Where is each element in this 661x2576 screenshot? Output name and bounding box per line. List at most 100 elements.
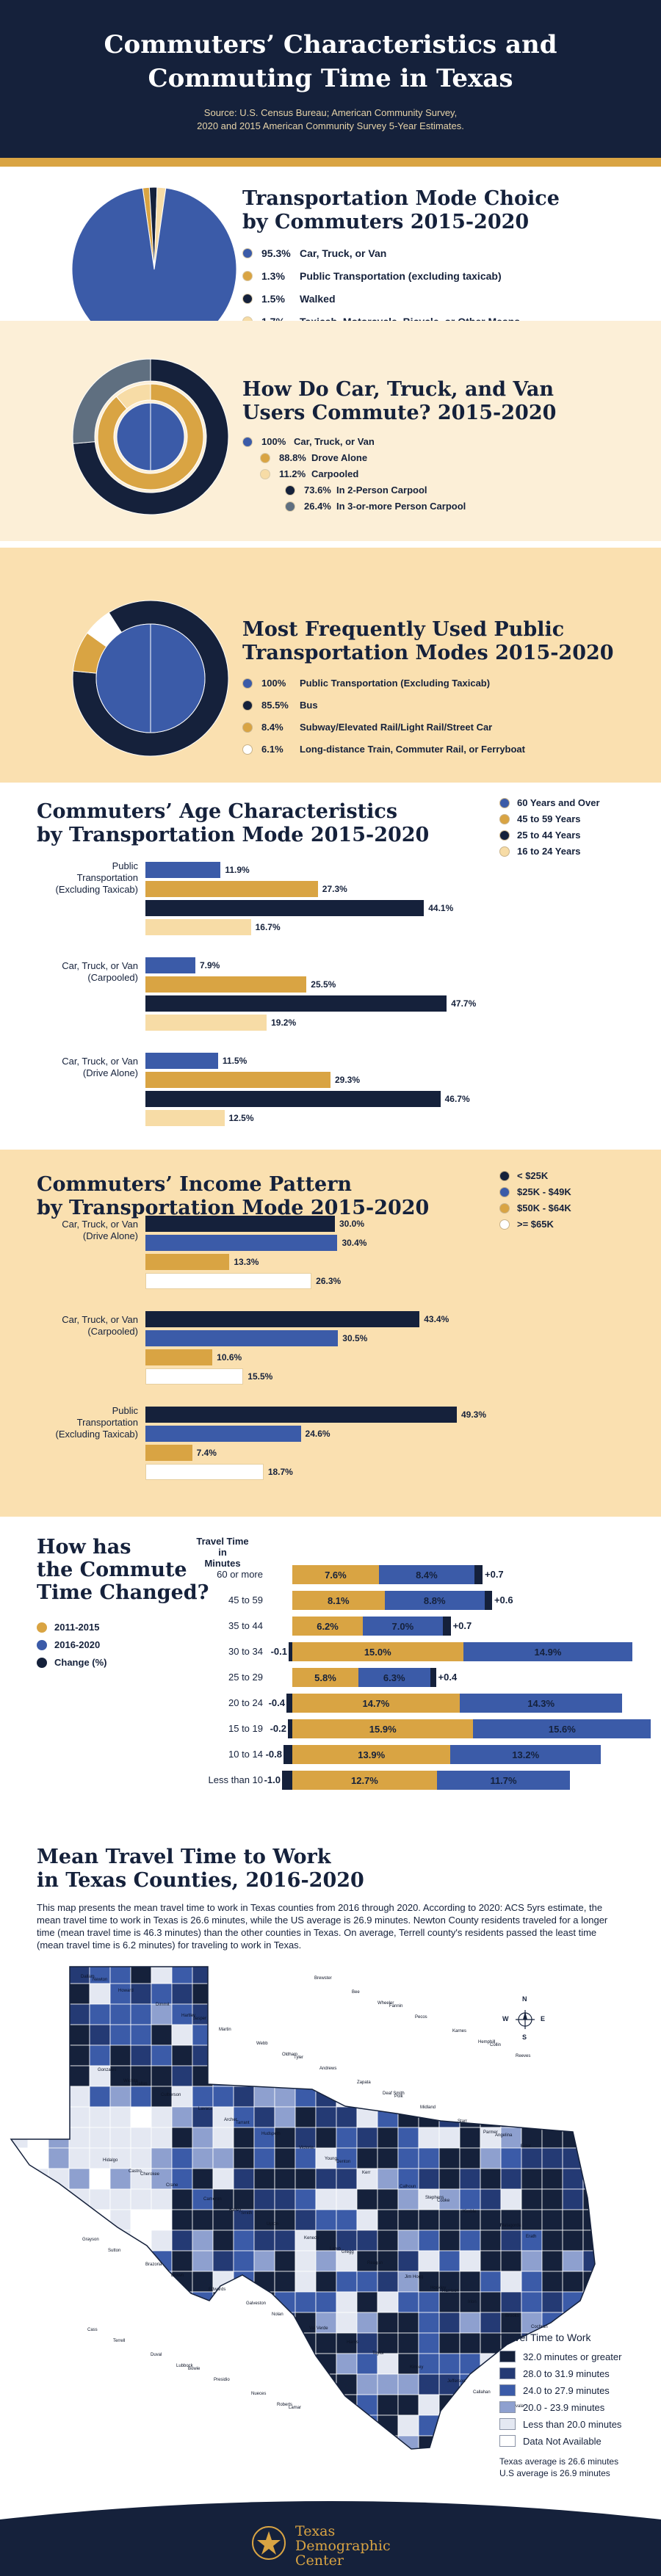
county-cell <box>315 2312 337 2334</box>
county-cell <box>253 1983 275 2005</box>
county-cell <box>212 2435 234 2449</box>
legend-swatch <box>499 2435 516 2447</box>
county-cell <box>480 2332 502 2354</box>
county-cell <box>48 2312 70 2334</box>
county-cell <box>27 2250 49 2272</box>
county-cell <box>377 2229 399 2252</box>
county-cell <box>315 2291 337 2313</box>
county-cell <box>377 2332 399 2354</box>
county-label: Nolan <box>272 2312 283 2317</box>
county-cell <box>418 2086 440 2108</box>
county-label: Matagorda <box>500 2224 521 2228</box>
county-cell <box>151 2291 173 2313</box>
county-cell <box>480 2065 502 2087</box>
county-cell <box>459 2147 481 2169</box>
county-cell <box>521 2291 543 2313</box>
county-cell <box>500 2127 522 2149</box>
county-label: Young <box>325 2157 337 2161</box>
change-bar <box>430 1668 436 1687</box>
legend-dot <box>285 501 295 512</box>
legend-item: < $25K <box>499 1170 548 1181</box>
county-cell <box>315 2024 337 2046</box>
income-title-line2: by Transportation Mode 2015-2020 <box>37 1197 430 1219</box>
county-cell <box>233 1967 255 1984</box>
compass-w: W <box>502 2015 509 2022</box>
travel-time-label: 15 to 19 <box>228 1723 263 1734</box>
county-cell <box>11 2127 29 2149</box>
county-label: Erath <box>526 2235 536 2239</box>
county-cell <box>109 2045 131 2067</box>
county-cell <box>418 2003 440 2025</box>
county-cell <box>11 2168 29 2190</box>
county-cell <box>521 2312 543 2334</box>
compass-n: N <box>522 1995 527 2003</box>
commute-change-title-line2: the Commute <box>37 1559 187 1581</box>
county-label: Nueces <box>251 2392 266 2396</box>
county-cell <box>212 2045 234 2067</box>
org-line1: Texas <box>295 2523 336 2539</box>
legend-label: 45 to 59 Years <box>517 813 581 824</box>
county-cell <box>377 2147 399 2169</box>
county-cell <box>356 2086 378 2108</box>
county-cell <box>109 2106 131 2128</box>
county-cell <box>171 2188 193 2210</box>
county-label: Brown <box>171 2274 184 2278</box>
county-cell <box>521 2065 543 2087</box>
county-cell <box>295 2229 317 2252</box>
bar <box>145 900 425 916</box>
county-cell <box>500 2106 522 2128</box>
county-cell <box>274 2291 296 2313</box>
bar-value-label: 44.1% <box>428 903 454 913</box>
legend-dot <box>499 1170 510 1181</box>
county-cell <box>336 2209 358 2231</box>
category-label-line: (Carpooled) <box>87 972 138 983</box>
county-cell <box>336 2271 358 2293</box>
county-cell <box>171 2106 193 2128</box>
legend-label: 2016-2020 <box>54 1639 101 1650</box>
county-cell <box>336 2024 358 2046</box>
mode-choice-section: Transportation Mode Choice by Commuters … <box>0 167 661 352</box>
legend-dot <box>242 271 253 281</box>
bar <box>145 1426 301 1442</box>
legend-item: 45 to 59 Years <box>499 813 581 824</box>
bar <box>145 1235 338 1251</box>
bar-2016-2020: 7.0% <box>363 1617 443 1636</box>
county-label: Starr <box>458 2119 467 2124</box>
county-cell <box>295 2250 317 2272</box>
legend-label: Walked <box>300 293 336 305</box>
county-cell <box>11 2353 29 2375</box>
bar <box>145 1091 441 1107</box>
county-cell <box>397 1983 419 2005</box>
county-label: Edwards <box>209 2287 225 2292</box>
county-cell <box>130 2209 152 2231</box>
car-total-slice <box>116 402 185 471</box>
mode-choice-title-line1: Transportation Mode Choice <box>242 187 560 210</box>
county-cell <box>233 2003 255 2025</box>
county-cell <box>459 2168 481 2190</box>
county-cell <box>48 2414 70 2437</box>
county-cell <box>68 2003 90 2025</box>
axis-label-line3: Minutes <box>204 1558 241 1569</box>
county-cell <box>295 2127 317 2149</box>
county-cell <box>130 2127 152 2149</box>
county-cell <box>274 2188 296 2210</box>
county-cell <box>500 1967 522 1984</box>
county-cell <box>459 2250 481 2272</box>
mode-choice-pie <box>71 186 237 352</box>
public-total-slice <box>95 623 206 733</box>
legend-label: Car, Truck, or Van <box>300 247 387 259</box>
county-cell <box>130 2086 152 2108</box>
county-cell <box>89 2353 111 2375</box>
county-cell <box>541 1967 563 1984</box>
mode-choice-legend-item: 1.5% Walked <box>242 293 336 305</box>
county-cell <box>274 2373 296 2395</box>
county-cell <box>438 2024 460 2046</box>
county-cell <box>171 2024 193 2046</box>
county-cell <box>48 2332 70 2354</box>
bar-value-label: 30.4% <box>342 1238 367 1248</box>
county-cell <box>377 2394 399 2416</box>
county-cell <box>295 2394 317 2416</box>
bar-2016-2020: 11.7% <box>436 1771 571 1790</box>
county-cell <box>562 2188 584 2210</box>
county-label: Hudspeth <box>261 2132 281 2136</box>
